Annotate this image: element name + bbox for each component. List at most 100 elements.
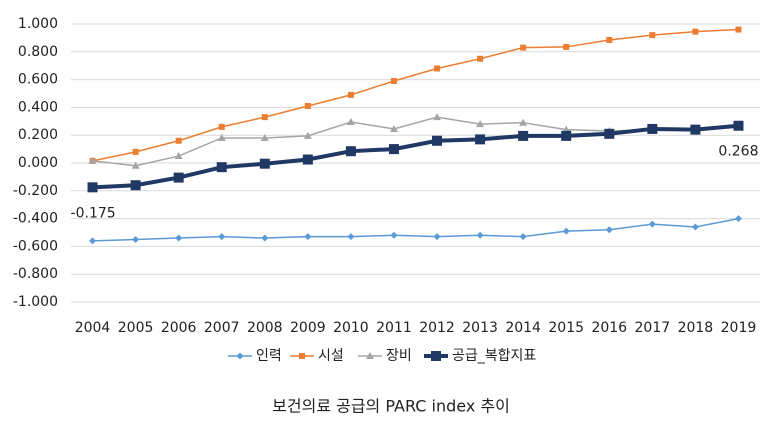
marker: [433, 113, 442, 121]
marker: [261, 234, 269, 242]
y-tick-label: -0.600: [13, 238, 58, 254]
marker: [236, 352, 244, 360]
marker: [345, 146, 356, 157]
marker: [520, 44, 527, 51]
marker: [604, 128, 615, 139]
marker: [347, 91, 354, 98]
y-tick-label: 1.000: [18, 16, 58, 32]
marker: [647, 123, 658, 134]
data-label: -0.175: [71, 205, 116, 221]
series-line: [92, 28, 739, 162]
x-tick-label: 2004: [75, 320, 111, 336]
marker: [218, 233, 226, 241]
marker: [477, 55, 484, 62]
marker: [304, 233, 312, 241]
marker: [561, 130, 572, 141]
marker: [390, 231, 398, 239]
series-line: [92, 123, 739, 190]
x-tick-label: 2016: [591, 320, 627, 336]
x-tick-label: 2013: [462, 320, 498, 336]
marker: [260, 133, 269, 141]
y-tick-label: 0.200: [18, 127, 58, 143]
marker: [690, 124, 701, 135]
marker: [519, 118, 528, 126]
marker: [173, 172, 184, 183]
y-tick-label: 0.400: [18, 99, 58, 115]
marker: [433, 233, 441, 241]
marker: [261, 114, 268, 121]
x-tick-label: 2011: [376, 320, 412, 336]
marker: [218, 123, 225, 130]
marker: [563, 43, 570, 50]
marker: [217, 133, 226, 141]
data-label: 0.268: [718, 144, 758, 160]
legend-item: 장비: [358, 348, 412, 364]
marker: [131, 161, 140, 169]
marker: [691, 223, 699, 231]
marker: [88, 156, 97, 164]
x-tick-label: 2006: [161, 320, 197, 336]
marker: [87, 182, 98, 193]
y-tick-label: 0.600: [18, 72, 58, 88]
legend-label: 인력: [256, 348, 282, 364]
marker: [366, 352, 374, 359]
marker: [734, 215, 742, 223]
marker: [303, 131, 312, 139]
x-tick-label: 2005: [118, 320, 154, 336]
marker: [175, 234, 183, 242]
x-tick-label: 2015: [548, 320, 584, 336]
marker: [130, 180, 141, 191]
marker: [692, 28, 699, 35]
marker: [389, 124, 398, 132]
y-tick-label: -0.800: [13, 266, 58, 282]
marker: [431, 351, 441, 361]
marker: [735, 26, 742, 33]
y-tick-label: -1.000: [13, 294, 58, 310]
series-line: [92, 217, 739, 242]
y-tick-label: 0.800: [18, 44, 58, 60]
x-tick-label: 2008: [247, 320, 283, 336]
marker: [475, 134, 486, 145]
y-tick-label: -0.200: [13, 183, 58, 199]
marker: [733, 120, 744, 131]
marker: [89, 237, 97, 245]
y-tick-label: -0.400: [13, 211, 58, 227]
marker: [259, 158, 270, 169]
series-line: [92, 116, 739, 167]
marker: [390, 77, 397, 84]
marker: [175, 137, 182, 144]
legend-label: 시설: [318, 348, 344, 364]
x-tick-label: 2017: [635, 320, 671, 336]
marker: [476, 120, 485, 128]
legend-label: 장비: [386, 348, 412, 364]
marker: [132, 148, 139, 155]
legend-label: 공급_복합지표: [452, 348, 536, 364]
x-tick-label: 2007: [204, 320, 240, 336]
marker: [606, 36, 613, 43]
x-tick-label: 2009: [290, 320, 326, 336]
marker: [476, 231, 484, 239]
legend-item: 시설: [290, 348, 344, 364]
marker: [562, 227, 570, 235]
legend-item: 공급_복합지표: [424, 348, 536, 364]
marker: [562, 125, 571, 133]
x-tick-label: 2010: [333, 320, 369, 336]
x-tick-label: 2014: [505, 320, 541, 336]
marker: [518, 130, 529, 141]
marker: [347, 233, 355, 241]
marker: [519, 233, 527, 241]
marker: [216, 162, 227, 173]
marker: [302, 154, 313, 165]
chart-title: 보건의료 공급의 PARC index 추이: [272, 397, 510, 416]
x-tick-label: 2019: [721, 320, 757, 336]
legend-item: 인력: [228, 348, 282, 364]
marker: [346, 117, 355, 125]
x-tick-label: 2012: [419, 320, 455, 336]
marker: [174, 152, 183, 160]
marker: [605, 226, 613, 234]
marker: [432, 135, 443, 146]
marker: [648, 220, 656, 228]
marker: [132, 235, 140, 243]
marker: [649, 32, 656, 39]
